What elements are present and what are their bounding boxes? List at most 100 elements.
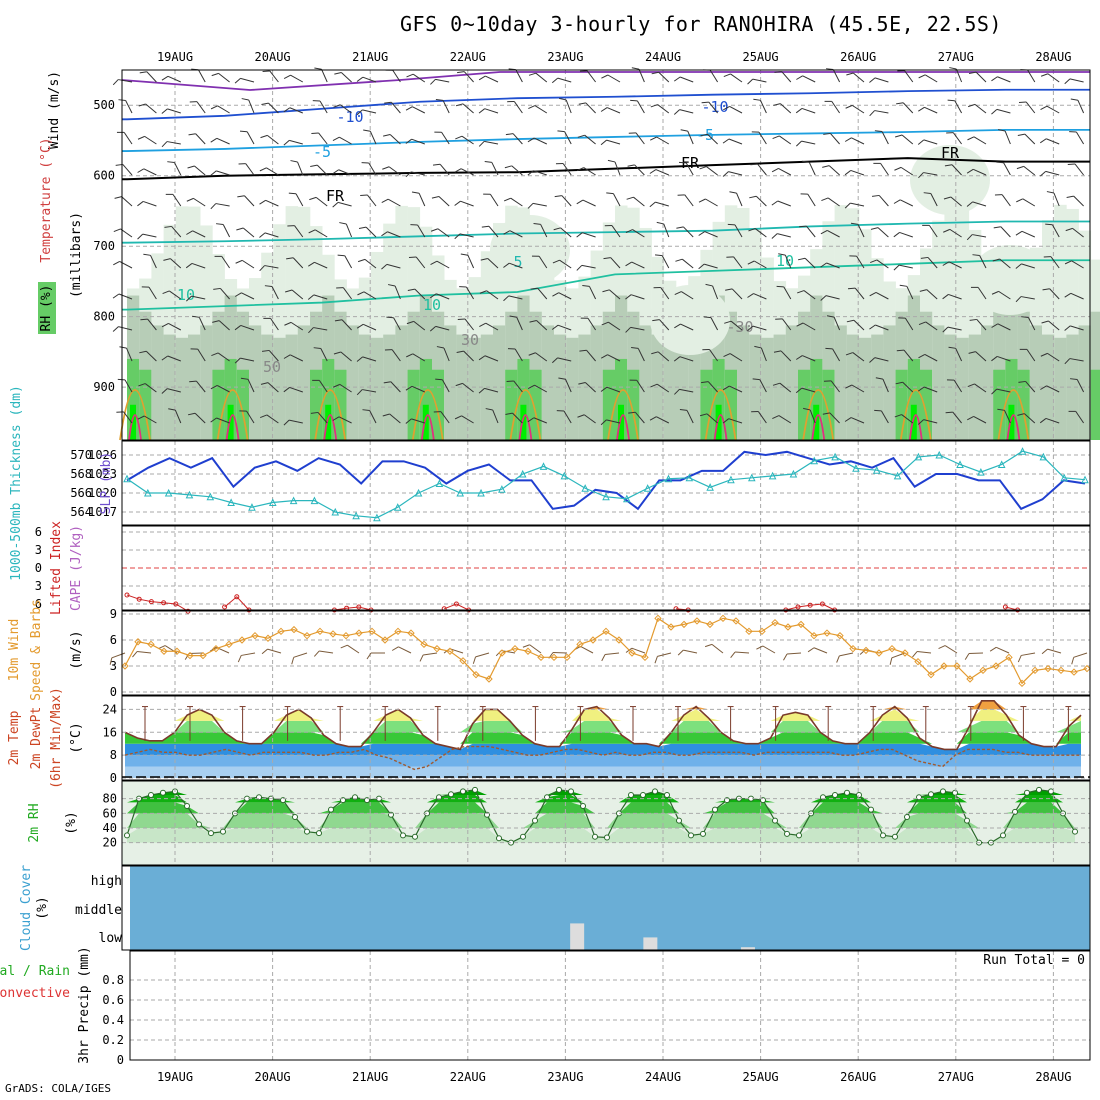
barb-staff bbox=[167, 108, 181, 114]
barb-staff bbox=[440, 411, 450, 424]
precip-axis-label: 3hr Precip (mm) bbox=[77, 946, 92, 1063]
wind-barb bbox=[949, 67, 963, 83]
barb-staff bbox=[145, 350, 157, 362]
wind-barb bbox=[1017, 133, 1036, 145]
barb-feather bbox=[263, 317, 271, 319]
barb-feather bbox=[836, 655, 840, 663]
barb-feather bbox=[604, 225, 612, 227]
temp-contour-plus20 bbox=[225, 414, 240, 441]
barb-feather bbox=[210, 203, 217, 210]
wind-barb bbox=[722, 418, 743, 424]
wind-barb bbox=[991, 323, 1011, 331]
wind-speed-marker bbox=[303, 631, 311, 640]
precip-total-label: Total / Rain bbox=[0, 964, 70, 979]
wind-barb bbox=[991, 355, 1011, 362]
barb-staff bbox=[947, 326, 962, 331]
barb-staff bbox=[979, 255, 987, 269]
surface-wind-barb bbox=[677, 649, 698, 656]
wind-barb bbox=[308, 261, 328, 269]
barb-feather bbox=[895, 134, 903, 138]
barb-staff bbox=[683, 649, 698, 654]
rh-shade-mid bbox=[1029, 325, 1043, 440]
barb-staff bbox=[215, 203, 230, 207]
wind-speed-marker bbox=[1018, 679, 1026, 688]
temperature-line bbox=[124, 700, 1082, 751]
barb-staff bbox=[803, 290, 816, 300]
barb-staff bbox=[712, 285, 719, 300]
barb-feather bbox=[922, 224, 930, 226]
barb-staff bbox=[608, 321, 621, 331]
barb-feather bbox=[210, 137, 218, 143]
wind-barb bbox=[775, 318, 792, 331]
wind-barb bbox=[165, 193, 182, 207]
barb-staff bbox=[636, 100, 645, 114]
wind-barb bbox=[822, 412, 840, 424]
barb-feather bbox=[820, 262, 827, 268]
wind-barb bbox=[283, 107, 303, 114]
barb-staff bbox=[173, 162, 182, 176]
barb-feather bbox=[361, 162, 369, 164]
wind-barb bbox=[651, 71, 670, 83]
barb-staff bbox=[949, 228, 962, 238]
barb-staff bbox=[1021, 230, 1036, 238]
wind-barb bbox=[309, 196, 328, 207]
barb-feather bbox=[138, 383, 146, 387]
barb-staff bbox=[1027, 317, 1036, 331]
wind-barb bbox=[845, 104, 865, 114]
wind-barb bbox=[234, 77, 255, 84]
wind10m-axis-label: 10m Wind bbox=[7, 619, 22, 682]
surface-wind-barb bbox=[472, 652, 490, 664]
barb-feather bbox=[756, 645, 764, 650]
barb-staff bbox=[802, 75, 816, 83]
lifted-tick: 6 bbox=[35, 525, 42, 539]
barb-staff bbox=[267, 134, 279, 145]
barb-feather bbox=[241, 98, 249, 101]
surface-wind-barb bbox=[132, 651, 152, 658]
wind-barb bbox=[530, 287, 548, 300]
barb-feather bbox=[875, 377, 884, 380]
barb-staff bbox=[435, 78, 450, 83]
barb-staff bbox=[289, 139, 303, 145]
cloud-low-gap bbox=[740, 947, 755, 950]
wind-barb bbox=[533, 222, 548, 238]
barb-staff bbox=[1027, 69, 1036, 83]
barb-staff bbox=[387, 231, 401, 238]
barb-staff bbox=[513, 101, 523, 114]
surface-wind-barb bbox=[836, 652, 854, 663]
barb-feather bbox=[628, 132, 637, 134]
surface-wind-barb bbox=[756, 645, 776, 654]
barb-staff bbox=[339, 136, 352, 145]
barb-feather bbox=[579, 349, 587, 352]
contour-label: 50 bbox=[263, 358, 281, 376]
barb-staff bbox=[535, 352, 548, 362]
barb-staff bbox=[658, 71, 670, 83]
wind-speed-marker bbox=[186, 651, 194, 660]
barb-staff bbox=[240, 357, 255, 362]
temp-contour-plus20 bbox=[323, 414, 338, 441]
barb-feather bbox=[356, 76, 364, 82]
barb-feather bbox=[235, 259, 243, 264]
barb-feather bbox=[456, 350, 464, 354]
wind-barb bbox=[943, 196, 962, 207]
wind-barb bbox=[383, 381, 401, 393]
barb-staff bbox=[974, 103, 987, 114]
thickness-marker bbox=[872, 466, 881, 474]
barb-feather bbox=[869, 77, 876, 83]
barb-staff bbox=[857, 224, 865, 238]
wind-barb bbox=[238, 163, 255, 176]
thickness-marker bbox=[164, 488, 173, 497]
barb-feather bbox=[234, 292, 242, 297]
temp-contour-plus20 bbox=[128, 414, 142, 441]
barb-staff bbox=[827, 229, 840, 238]
thickness-marker bbox=[623, 494, 631, 503]
barb-staff bbox=[711, 643, 724, 654]
barb-staff bbox=[752, 78, 767, 83]
barb-feather bbox=[826, 68, 834, 71]
barb-feather bbox=[849, 255, 857, 257]
barb-feather bbox=[680, 129, 688, 132]
barb-staff bbox=[973, 168, 987, 176]
temp-contour-plus15 bbox=[314, 389, 347, 441]
rh-marker bbox=[304, 828, 310, 835]
wind-barb bbox=[627, 164, 645, 176]
wind-barb bbox=[553, 227, 572, 238]
